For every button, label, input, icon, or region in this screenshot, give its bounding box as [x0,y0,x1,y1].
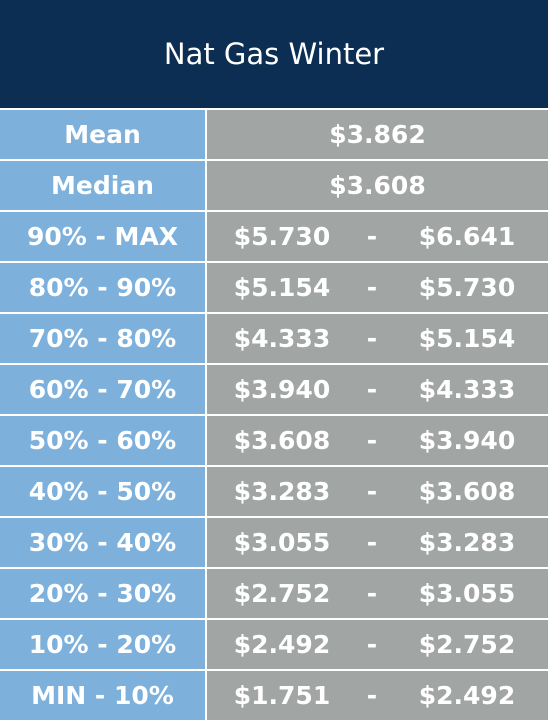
row-label: 80% - 90% [0,263,205,312]
row-range: $2.752 - $3.055 [207,569,548,618]
row-range: $4.333 - $5.154 [207,314,548,363]
row-range: $5.154 - $5.730 [207,263,548,312]
range-high: $3.283 [418,528,516,557]
range-high: $6.641 [418,222,516,251]
range-separator: - [366,426,378,455]
row-range: $3.608 - $3.940 [207,416,548,465]
range-low: $3.940 [233,375,331,404]
row-label: 20% - 30% [0,569,205,618]
range-low: $3.608 [233,426,331,455]
row-range: $1.751 - $2.492 [207,671,548,720]
row-label: 10% - 20% [0,620,205,669]
range-high: $3.940 [418,426,516,455]
range-low: $1.751 [233,681,331,710]
range-high: $3.608 [418,477,516,506]
range-separator: - [366,477,378,506]
range-low: $3.283 [233,477,331,506]
range-high: $2.752 [418,630,516,659]
range-separator: - [366,579,378,608]
range-low: $5.730 [233,222,331,251]
range-low: $5.154 [233,273,331,302]
range-high: $2.492 [418,681,516,710]
table-title: Nat Gas Winter [0,0,548,108]
range-separator: - [366,630,378,659]
row-label: 40% - 50% [0,467,205,516]
range-separator: - [366,528,378,557]
row-value: $3.862 [207,110,548,159]
row-range: $3.283 - $3.608 [207,467,548,516]
row-range: $3.940 - $4.333 [207,365,548,414]
row-label: 30% - 40% [0,518,205,567]
row-value: $3.608 [207,161,548,210]
range-low: $4.333 [233,324,331,353]
range-low: $2.492 [233,630,331,659]
range-high: $5.154 [418,324,516,353]
row-range: $2.492 - $2.752 [207,620,548,669]
row-range: $3.055 - $3.283 [207,518,548,567]
row-label: 90% - MAX [0,212,205,261]
range-low: $2.752 [233,579,331,608]
range-low: $3.055 [233,528,331,557]
range-separator: - [366,324,378,353]
range-separator: - [366,222,378,251]
row-label: Median [0,161,205,210]
row-label: 60% - 70% [0,365,205,414]
range-high: $3.055 [418,579,516,608]
range-separator: - [366,273,378,302]
range-separator: - [366,375,378,404]
range-separator: - [366,681,378,710]
range-high: $5.730 [418,273,516,302]
row-label: 50% - 60% [0,416,205,465]
row-range: $5.730 - $6.641 [207,212,548,261]
row-label: 70% - 80% [0,314,205,363]
row-label: Mean [0,110,205,159]
range-high: $4.333 [418,375,516,404]
row-label: MIN - 10% [0,671,205,720]
